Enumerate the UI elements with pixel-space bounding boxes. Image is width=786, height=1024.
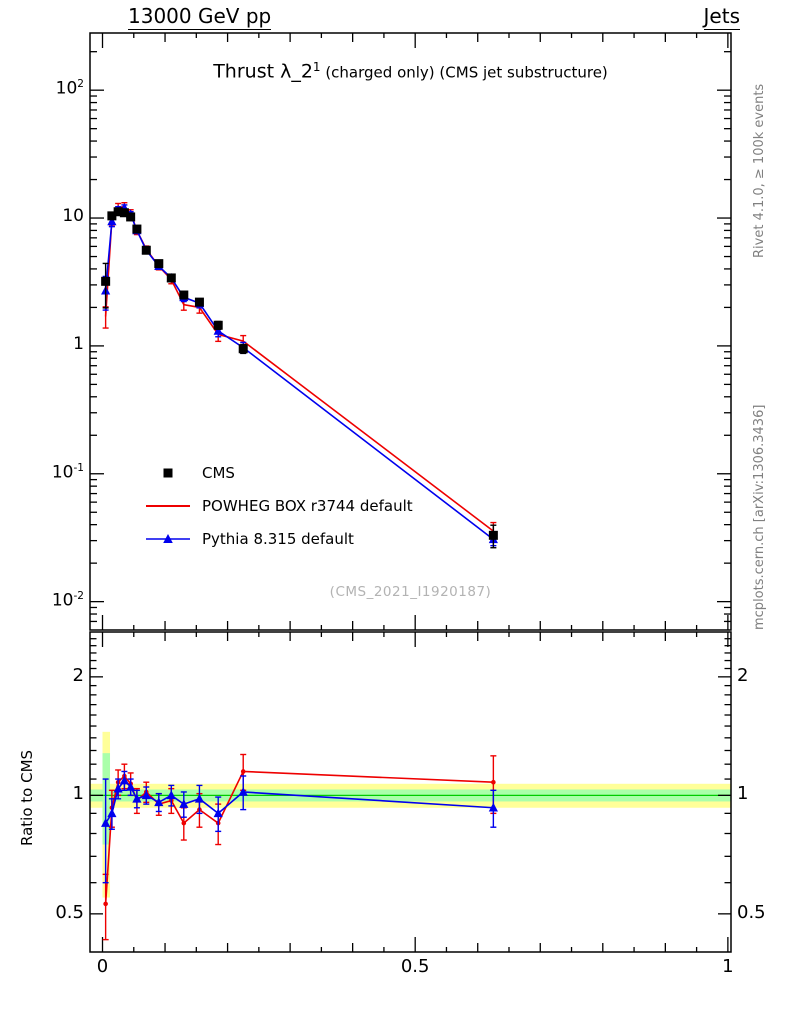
x-tick-label: 0.5 bbox=[400, 956, 430, 977]
main-y-tick-label: 10-2 bbox=[51, 589, 84, 611]
main-panel-frame bbox=[89, 32, 732, 631]
ratio-y-tick-label-left: 0.5 bbox=[55, 901, 84, 923]
main-y-tick-label: 102 bbox=[55, 78, 84, 99]
ratio-axis-label: Ratio to CMS bbox=[18, 749, 36, 846]
pythia-triangle-line-marker-icon bbox=[142, 532, 194, 546]
process-label: Jets bbox=[703, 4, 740, 30]
legend-item-cms: CMS bbox=[142, 456, 413, 489]
ratio-y-tick-label-right: 2 bbox=[737, 664, 749, 686]
plot-title: Thrust λ_21 (charged only) (CMS jet subs… bbox=[90, 60, 731, 82]
axes-ticks bbox=[90, 33, 731, 952]
main-y-tick-label: 10-1 bbox=[51, 461, 84, 483]
cms-square-marker-icon bbox=[142, 466, 194, 480]
beam-energy-label: 13000 GeV pp bbox=[128, 4, 272, 30]
ratio-panel-frame bbox=[89, 631, 732, 953]
legend: CMS POWHEG BOX r3744 default Pythia 8.31… bbox=[142, 456, 413, 555]
legend-item-powheg: POWHEG BOX r3744 default bbox=[142, 489, 413, 522]
rivet-version-label: Rivet 4.1.0, ≥ 100k events bbox=[752, 83, 767, 258]
ratio-series-powheg bbox=[102, 753, 497, 941]
plot-title-suffix: (charged only) (CMS jet substructure) bbox=[320, 63, 608, 82]
ratio-y-tick-label-left: 2 bbox=[72, 664, 84, 686]
analysis-id-watermark: (CMS_2021_I1920187) bbox=[329, 584, 492, 600]
main-y-tick-label: 10 bbox=[62, 206, 84, 227]
legend-item-pythia: Pythia 8.315 default bbox=[142, 522, 413, 555]
main-y-tick-label: 1 bbox=[73, 333, 84, 354]
mcplots-credit-label: mcplots.cern.ch [arXiv:1306.3436] bbox=[752, 404, 767, 630]
legend-label-cms: CMS bbox=[202, 463, 235, 482]
ratio-y-tick-label-right: 0.5 bbox=[737, 901, 766, 923]
ratio-y-tick-label-right: 1 bbox=[737, 783, 749, 805]
plot-title-superscript: 1 bbox=[312, 60, 321, 74]
legend-label-pythia: Pythia 8.315 default bbox=[202, 529, 354, 548]
powheg-line-marker-icon bbox=[142, 499, 194, 513]
x-tick-label: 0 bbox=[96, 956, 109, 977]
legend-label-powheg: POWHEG BOX r3744 default bbox=[202, 496, 413, 515]
x-tick-label: 1 bbox=[722, 956, 734, 977]
ratio-series-pythia bbox=[101, 770, 498, 884]
main-series-cms bbox=[101, 207, 498, 549]
plot-title-main: Thrust λ_2 bbox=[213, 60, 313, 83]
ratio-uncertainty-bands bbox=[90, 731, 731, 898]
ratio-y-tick-label-left: 1 bbox=[72, 783, 84, 805]
